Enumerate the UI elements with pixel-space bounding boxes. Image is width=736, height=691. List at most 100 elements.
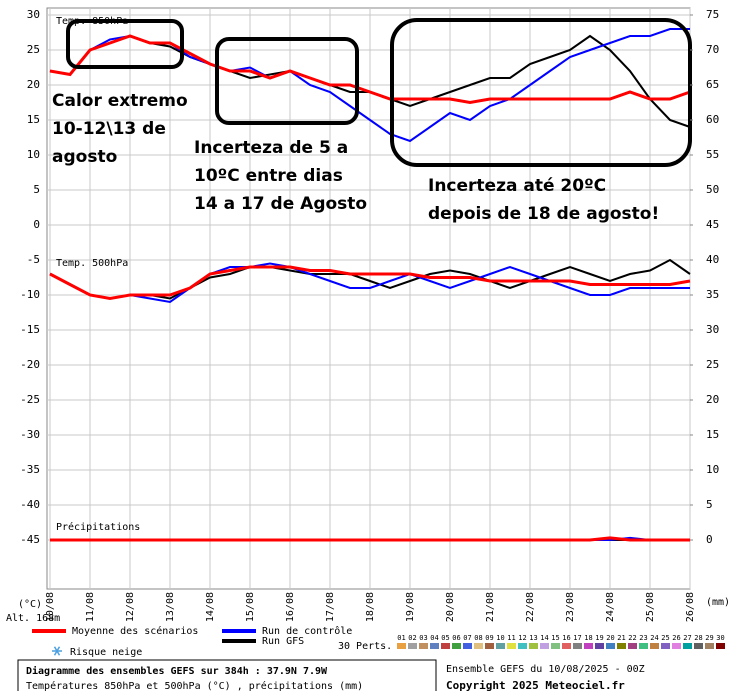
y2-tick-label: 35 <box>706 288 719 301</box>
snow-label: Risque neige <box>70 647 142 658</box>
perturbation-swatch <box>595 643 604 649</box>
y-axis-label: (°C) <box>18 599 42 610</box>
perturbation-swatch <box>628 643 637 649</box>
perturbation-name: 14 <box>540 634 548 642</box>
perturbations-label: 30 Perts. <box>338 641 392 652</box>
perturbation-name: 01 <box>397 634 405 642</box>
perturbation-swatch <box>617 643 626 649</box>
perturbation-name: 22 <box>628 634 636 642</box>
perturbation-swatch <box>518 643 527 649</box>
perturbation-name: 18 <box>584 634 592 642</box>
x-tick-label: 10/08 <box>45 592 56 622</box>
perturbation-name: 03 <box>419 634 427 642</box>
y-tick-label: 15 <box>27 113 40 126</box>
annotation: 10ºC entre dias <box>194 166 343 186</box>
perturbation-name: 26 <box>672 634 680 642</box>
perturbation-name: 05 <box>441 634 449 642</box>
y-tick-label: 25 <box>27 43 40 56</box>
perturbation-swatch <box>430 643 439 649</box>
perturbation-name: 20 <box>606 634 614 642</box>
y-tick-label: -20 <box>20 358 40 371</box>
perturbation-name: 06 <box>452 634 460 642</box>
footer-subtitle: Températures 850hPa et 500hPa (°C) , pré… <box>26 680 363 691</box>
x-tick-label: 16/08 <box>285 592 296 622</box>
line-500hpa <box>49 265 691 301</box>
footer-title: Diagramme des ensembles GEFS sur 384h : … <box>26 665 328 677</box>
snow-icon <box>52 646 62 656</box>
annotation: 14 a 17 de Agosto <box>194 194 367 214</box>
perturbation-name: 04 <box>430 634 438 642</box>
x-tick-label: 18/08 <box>365 592 376 622</box>
perturbation-swatch <box>639 643 648 649</box>
perturbation-swatches: 01 02 03 04 05 06 07 08 09 10 11 12 13 14 15 16 17 18 19 20… <box>397 634 725 649</box>
perturbation-name: 24 <box>650 634 658 642</box>
x-tick-label: 21/08 <box>485 592 496 622</box>
x-tick-label: 11/08 <box>85 592 96 622</box>
perturbation-swatch <box>452 643 461 649</box>
y-tick-label: -25 <box>20 393 40 406</box>
perturbation-swatch <box>408 643 417 649</box>
x-tick-label: 22/08 <box>525 592 536 622</box>
x-tick-label: 19/08 <box>405 592 416 622</box>
perturbation-name: 25 <box>661 634 669 642</box>
y-tick-label: 30 <box>27 8 40 21</box>
y-tick-label: 5 <box>33 183 40 196</box>
legend: Moyenne des scénarios Run de contrôleRun … <box>32 625 352 647</box>
line-precip <box>50 536 690 542</box>
perturbation-name: 12 <box>518 634 526 642</box>
perturbation-swatch <box>650 643 659 649</box>
y2-tick-label: 20 <box>706 393 719 406</box>
y2-tick-label: 65 <box>706 78 719 91</box>
perturbation-swatch <box>716 643 725 649</box>
perturbation-name: 17 <box>573 634 581 642</box>
perturbation-name: 11 <box>507 634 515 642</box>
y-tick-label: -45 <box>20 533 40 546</box>
y2-tick-label: 0 <box>706 533 713 546</box>
x-tick-label: 12/08 <box>125 592 136 622</box>
perturbation-name: 19 <box>595 634 603 642</box>
x-tick-label: 14/08 <box>205 592 216 622</box>
panel-label: Temp. 500hPa <box>56 258 128 269</box>
perturbation-name: 28 <box>694 634 702 642</box>
perturbation-name: 21 <box>617 634 625 642</box>
perturbation-name: 15 <box>551 634 559 642</box>
perturbation-name: 16 <box>562 634 570 642</box>
perturbation-name: 30 <box>716 634 724 642</box>
y2-tick-label: 75 <box>706 8 719 21</box>
y2-tick-label: 30 <box>706 323 719 336</box>
y2-tick-label: 10 <box>706 463 719 476</box>
panel-label: Précipitations <box>56 521 140 533</box>
x-tick-label: 17/08 <box>325 592 336 622</box>
x-tick-label: 25/08 <box>645 592 656 622</box>
perturbation-swatch <box>441 643 450 649</box>
lines <box>49 28 691 542</box>
annotation-box <box>215 37 359 125</box>
perturbation-swatch <box>584 643 593 649</box>
x-tick-label: 24/08 <box>605 592 616 622</box>
perturbation-swatch <box>474 643 483 649</box>
annotation-box <box>390 18 692 167</box>
line-850hpa <box>49 34 691 105</box>
x-tick-label: 23/08 <box>565 592 576 622</box>
annotation: Incerteza de 5 a <box>194 138 348 158</box>
y2-tick-label: 40 <box>706 253 719 266</box>
annotation: Calor extremo <box>52 91 188 111</box>
x-tick-label: 13/08 <box>165 592 176 622</box>
y2-tick-label: 50 <box>706 183 719 196</box>
perturbation-name: 13 <box>529 634 537 642</box>
perturbation-name: 07 <box>463 634 471 642</box>
annotation-box <box>66 19 184 69</box>
perturbation-swatch <box>551 643 560 649</box>
x-tick-label: 15/08 <box>245 592 256 622</box>
y-tick-label: 20 <box>27 78 40 91</box>
y-tick-label: -15 <box>20 323 40 336</box>
footer-copyright: Copyright 2025 Meteociel.fr <box>446 679 625 691</box>
perturbation-swatch <box>694 643 703 649</box>
y-tick-label: -30 <box>20 428 40 441</box>
perturbation-name: 08 <box>474 634 482 642</box>
perturbation-swatch <box>606 643 615 649</box>
y2-tick-label: 45 <box>706 218 719 231</box>
legend-label: Moyenne des scénarios <box>72 625 198 637</box>
x-tick-label: 20/08 <box>445 592 456 622</box>
